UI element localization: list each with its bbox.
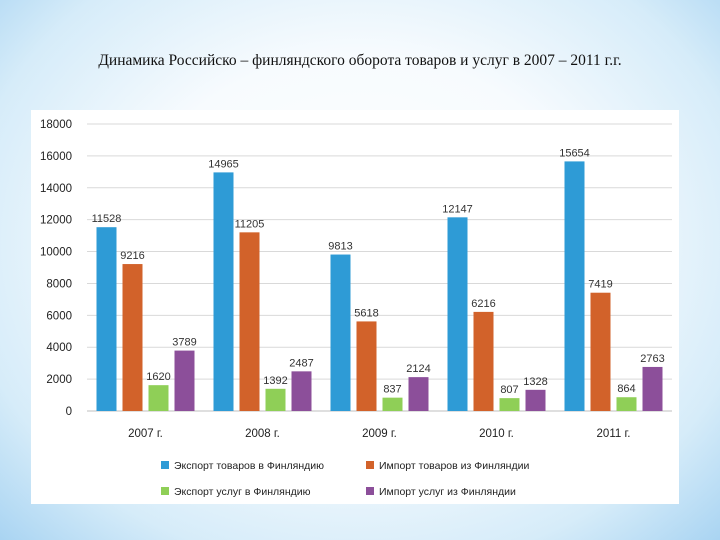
data-label: 864 bbox=[617, 383, 635, 395]
legend-swatch bbox=[366, 487, 374, 495]
data-label: 2763 bbox=[640, 353, 664, 365]
legend-label: Экспорт товаров в Финляндию bbox=[174, 460, 324, 472]
legend-label: Импорт услуг из Финляндии bbox=[379, 486, 516, 498]
page-title: Динамика Российско – финляндского оборот… bbox=[98, 52, 622, 69]
data-label: 9813 bbox=[328, 241, 352, 253]
data-label: 11528 bbox=[92, 213, 122, 225]
bar bbox=[499, 398, 520, 411]
data-label: 837 bbox=[383, 384, 401, 396]
data-label: 14965 bbox=[208, 158, 239, 170]
data-label: 5618 bbox=[354, 307, 378, 319]
y-tick-label: 14000 bbox=[40, 183, 72, 195]
legend-label: Импорт товаров из Финляндии bbox=[379, 460, 529, 472]
y-tick-label: 16000 bbox=[40, 151, 72, 163]
bar bbox=[122, 264, 143, 411]
data-label: 2124 bbox=[406, 363, 430, 375]
bar bbox=[213, 172, 234, 411]
y-tick-label: 4000 bbox=[46, 342, 72, 354]
bar bbox=[265, 388, 286, 411]
bar bbox=[239, 232, 260, 411]
data-label: 807 bbox=[500, 384, 518, 396]
data-label: 1620 bbox=[146, 371, 170, 383]
y-tick-label: 10000 bbox=[40, 247, 72, 259]
data-label: 1392 bbox=[263, 375, 287, 387]
bar bbox=[642, 366, 663, 411]
bar bbox=[330, 254, 351, 411]
data-label: 7419 bbox=[588, 279, 612, 291]
data-label: 1328 bbox=[523, 376, 547, 388]
bar bbox=[291, 371, 312, 411]
data-label: 9216 bbox=[120, 250, 144, 262]
y-tick-label: 0 bbox=[66, 406, 72, 418]
x-tick-label: 2008 г. bbox=[245, 428, 280, 440]
bar bbox=[382, 397, 403, 411]
x-tick-label: 2010 г. bbox=[479, 428, 514, 440]
legend-swatch bbox=[161, 461, 169, 469]
bar bbox=[473, 311, 494, 411]
x-tick-label: 2009 г. bbox=[362, 428, 397, 440]
data-label: 2487 bbox=[289, 357, 313, 369]
bar bbox=[590, 292, 611, 411]
bar bbox=[174, 350, 195, 411]
data-label: 12147 bbox=[442, 203, 473, 215]
y-tick-label: 12000 bbox=[40, 215, 72, 227]
bar bbox=[525, 389, 546, 411]
data-label: 6216 bbox=[471, 298, 495, 310]
bar bbox=[408, 377, 429, 411]
x-tick-label: 2007 г. bbox=[128, 428, 163, 440]
data-label: 15654 bbox=[559, 147, 590, 159]
x-tick-label: 2011 г. bbox=[597, 428, 631, 440]
bar bbox=[356, 321, 377, 411]
legend-swatch bbox=[161, 487, 169, 495]
data-label: 11205 bbox=[235, 218, 265, 230]
bar bbox=[447, 217, 468, 411]
data-label: 3789 bbox=[172, 337, 196, 349]
bar bbox=[96, 227, 117, 411]
legend-label: Экспорт услуг в Финляндию bbox=[174, 486, 311, 498]
y-tick-label: 6000 bbox=[46, 310, 72, 322]
bar bbox=[616, 397, 637, 411]
y-tick-label: 2000 bbox=[46, 374, 72, 386]
bar bbox=[564, 161, 585, 411]
y-tick-label: 18000 bbox=[40, 119, 72, 131]
y-tick-label: 8000 bbox=[46, 278, 72, 290]
bar bbox=[148, 385, 169, 411]
legend-swatch bbox=[366, 461, 374, 469]
